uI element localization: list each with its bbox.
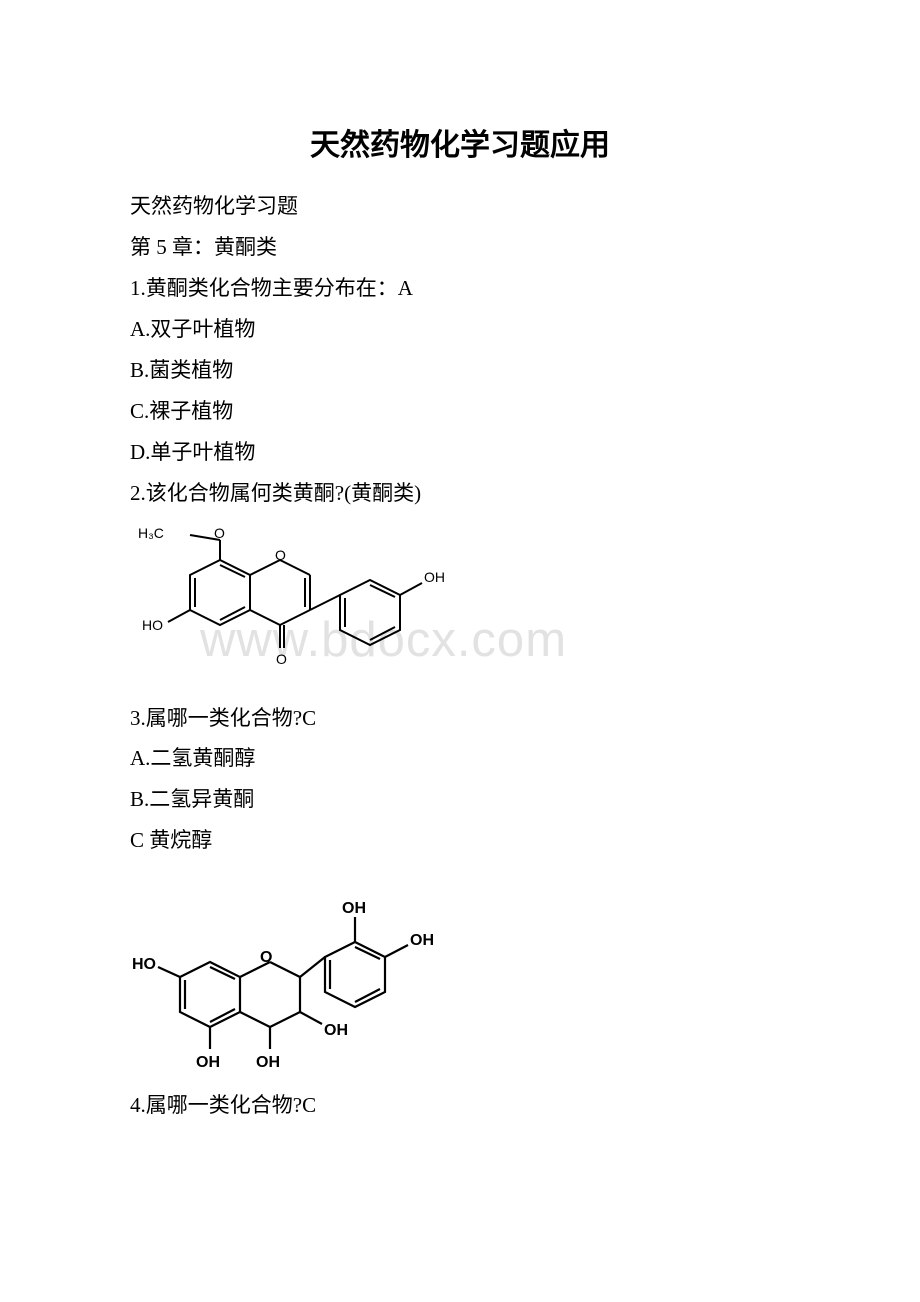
body-line: 4.属哪一类化合物?C: [130, 1085, 790, 1126]
chem-label: O: [260, 949, 272, 966]
chem-label: OH: [324, 1022, 348, 1039]
chemical-structure-2: HO O OH OH OH OH OH: [130, 867, 790, 1077]
body-line: 2.该化合物属何类黄酮?(黄酮类): [130, 473, 790, 514]
body-line: D.单子叶植物: [130, 432, 790, 473]
body-line: C 黄烷醇: [130, 820, 790, 861]
body-line: 第 5 章：黄酮类: [130, 227, 790, 268]
body-line: B.二氢异黄酮: [130, 779, 790, 820]
body-line: 1.黄酮类化合物主要分布在：A: [130, 268, 790, 309]
chemical-structure-1: H₃C O O HO O OH: [130, 520, 790, 690]
chem-label: OH: [196, 1054, 220, 1071]
body-line: 天然药物化学习题: [130, 186, 790, 227]
body-line: 3.属哪一类化合物?C: [130, 698, 790, 739]
chem-label: OH: [424, 569, 445, 585]
chem-label: H₃C: [138, 525, 164, 541]
chem-label: HO: [132, 956, 156, 973]
chem-label: OH: [410, 932, 434, 949]
document-page: 天然药物化学习题应用 天然药物化学习题 第 5 章：黄酮类 1.黄酮类化合物主要…: [0, 0, 920, 1166]
chem-label: O: [275, 547, 286, 563]
chem-label: OH: [256, 1054, 280, 1071]
page-title: 天然药物化学习题应用: [130, 120, 790, 164]
chem-label: O: [214, 525, 225, 541]
body-line: A.双子叶植物: [130, 309, 790, 350]
chem-label: HO: [142, 617, 163, 633]
body-line: A.二氢黄酮醇: [130, 738, 790, 779]
body-line: B.菌类植物: [130, 350, 790, 391]
chem-label: O: [276, 651, 287, 667]
body-line: C.裸子植物: [130, 391, 790, 432]
chem-label: OH: [342, 900, 366, 917]
